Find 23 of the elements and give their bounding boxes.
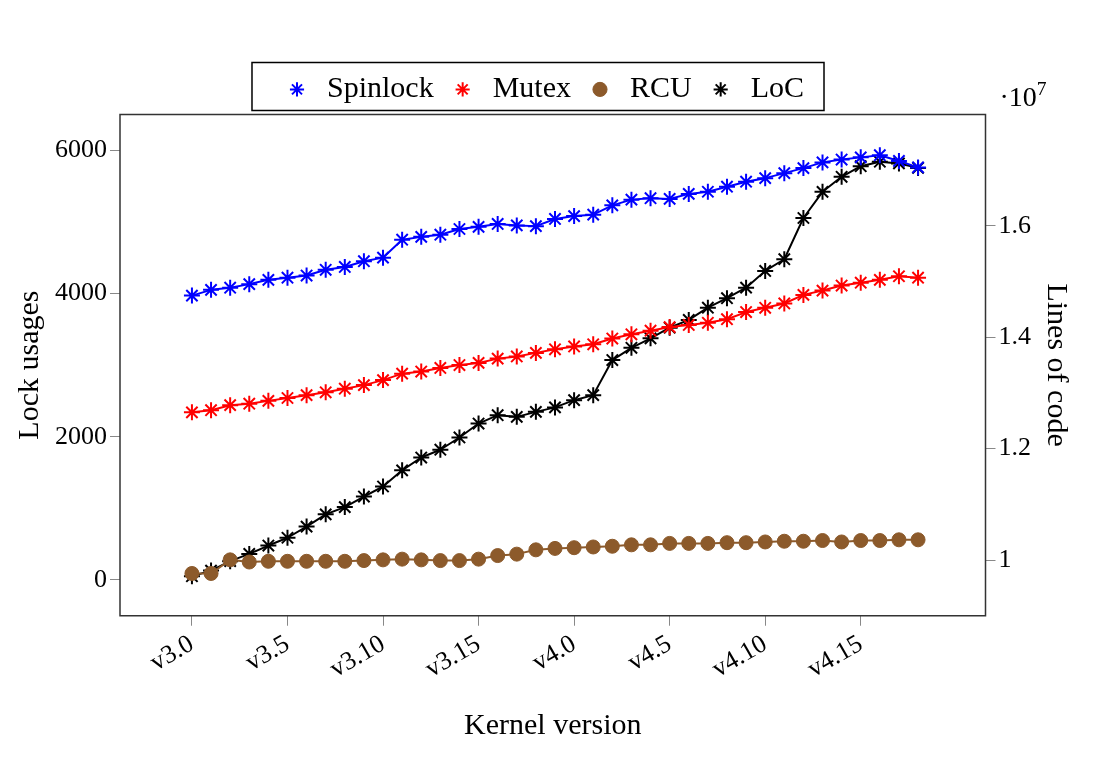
x-tick-label: v4.15 [802, 628, 868, 683]
x-tick-label: v3.5 [240, 628, 294, 677]
y-axis-title: Lock usages [10, 290, 44, 440]
legend-label: Mutex [492, 70, 571, 104]
legend-label: Spinlock [326, 70, 434, 104]
y-tick-label: 4000 [55, 277, 107, 307]
y2-tick-label: 1.2 [998, 432, 1031, 462]
y2-tick-label: 1 [998, 543, 1012, 573]
x-tick-label: v3.15 [419, 628, 485, 683]
legend-label: RCU [629, 70, 693, 104]
x-tick-label: v4.10 [706, 628, 772, 683]
y2-axis-title: Lines of code [1042, 283, 1076, 447]
x-tick-label: v3.10 [324, 628, 390, 683]
x-tick-label: v4.0 [526, 628, 581, 677]
x-axis-title: Kernel version [464, 706, 642, 740]
y-tick-label: 2000 [55, 420, 107, 450]
y2-tick-label: 1.6 [998, 209, 1031, 239]
y-tick-label: 6000 [55, 134, 107, 164]
y2-tick-label: 1.4 [998, 321, 1031, 351]
x-tick-label: v4.5 [622, 628, 677, 677]
y-tick-label: 0 [94, 563, 107, 593]
x-tick-label: v3.0 [144, 628, 199, 677]
legend-label: LoC [750, 70, 805, 104]
